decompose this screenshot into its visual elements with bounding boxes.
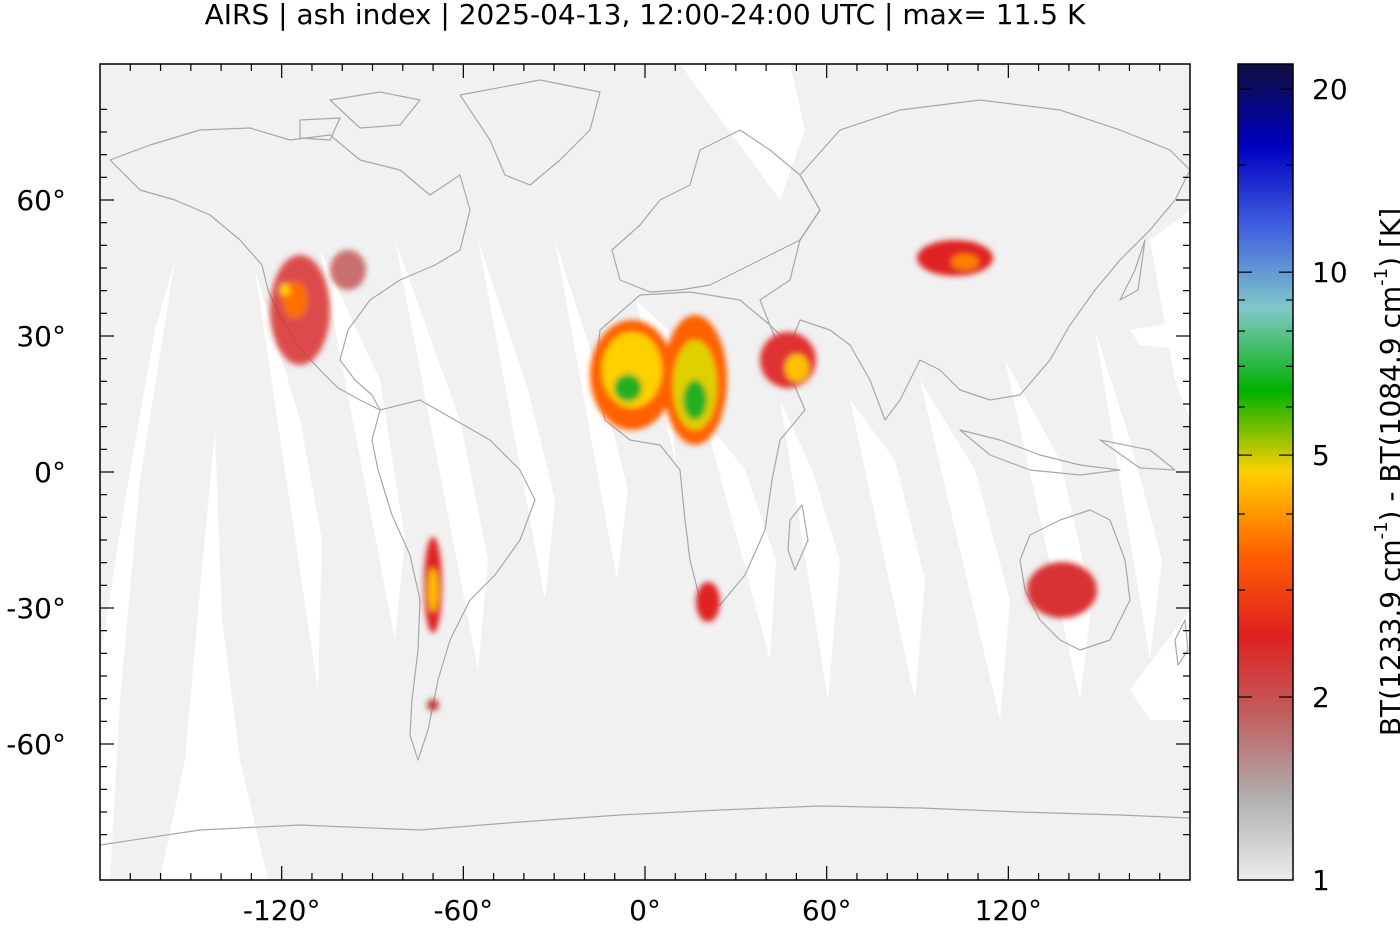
colorbar-tick-label: 2 xyxy=(1312,681,1330,714)
new-zealand-coast xyxy=(1174,619,1189,666)
north-america-coast xyxy=(109,127,471,411)
region-great-plains xyxy=(330,250,366,290)
y-tick-label: 60° xyxy=(16,184,66,217)
swath-gaps xyxy=(100,64,1190,880)
indonesia-coast xyxy=(959,429,1176,476)
region-southern-africa xyxy=(696,582,720,622)
chart-title: AIRS | ash index | 2025-04-13, 12:00-24:… xyxy=(205,0,1086,31)
australia-coast xyxy=(1019,509,1131,651)
greenland-coast xyxy=(459,79,601,186)
japan-coast xyxy=(1119,239,1146,301)
signal-regions xyxy=(270,240,1097,711)
y-tick-label: 30° xyxy=(16,320,66,353)
colorbar-label: BT(1233.9 cm-1) - BT(1084.9 cm-1) [K] xyxy=(1371,208,1400,736)
x-tick-label: 120° xyxy=(975,894,1042,927)
region-gobi-desert xyxy=(917,240,993,276)
colorbar-tick-label: 5 xyxy=(1312,439,1330,472)
map-panel xyxy=(100,64,1190,880)
region-arabian-peninsula xyxy=(760,332,816,388)
asia-coast xyxy=(759,99,1190,421)
x-tick-label: -60° xyxy=(433,894,493,927)
y-tick-label: 0° xyxy=(34,456,66,489)
region-central-australia xyxy=(1027,562,1097,618)
colorbar: 1 2 5 10 20 BT(1233.9 cm-1) - BT(1084.9 cm-1… xyxy=(1237,63,1400,897)
x-tick-label: 0° xyxy=(629,894,661,927)
y-tick-label: -30° xyxy=(6,592,66,625)
data-background xyxy=(100,64,1190,880)
madagascar-coast xyxy=(787,504,809,571)
colorbar-tick-label: 20 xyxy=(1312,73,1348,106)
colorbar-gradient xyxy=(1237,63,1294,881)
region-andes xyxy=(424,537,442,711)
colorbar-tick-label: 10 xyxy=(1312,256,1348,289)
x-tick-label: 60° xyxy=(802,894,852,927)
axis-ticks: -120° -60° 0° 60° 120° 60° 30° 0° -30° -60° xyxy=(6,64,1190,927)
antarctica-coast xyxy=(100,805,1190,846)
canadian-arctic-islands xyxy=(299,91,421,141)
y-tick-label: -60° xyxy=(6,728,66,761)
africa-coast xyxy=(594,291,806,606)
region-sahara xyxy=(590,315,727,445)
colorbar-tick-label: 1 xyxy=(1312,864,1330,897)
colorbar-ticks: 1 2 5 10 20 xyxy=(1238,73,1348,897)
region-western-north-america xyxy=(270,255,330,365)
x-tick-label: -120° xyxy=(243,894,321,927)
